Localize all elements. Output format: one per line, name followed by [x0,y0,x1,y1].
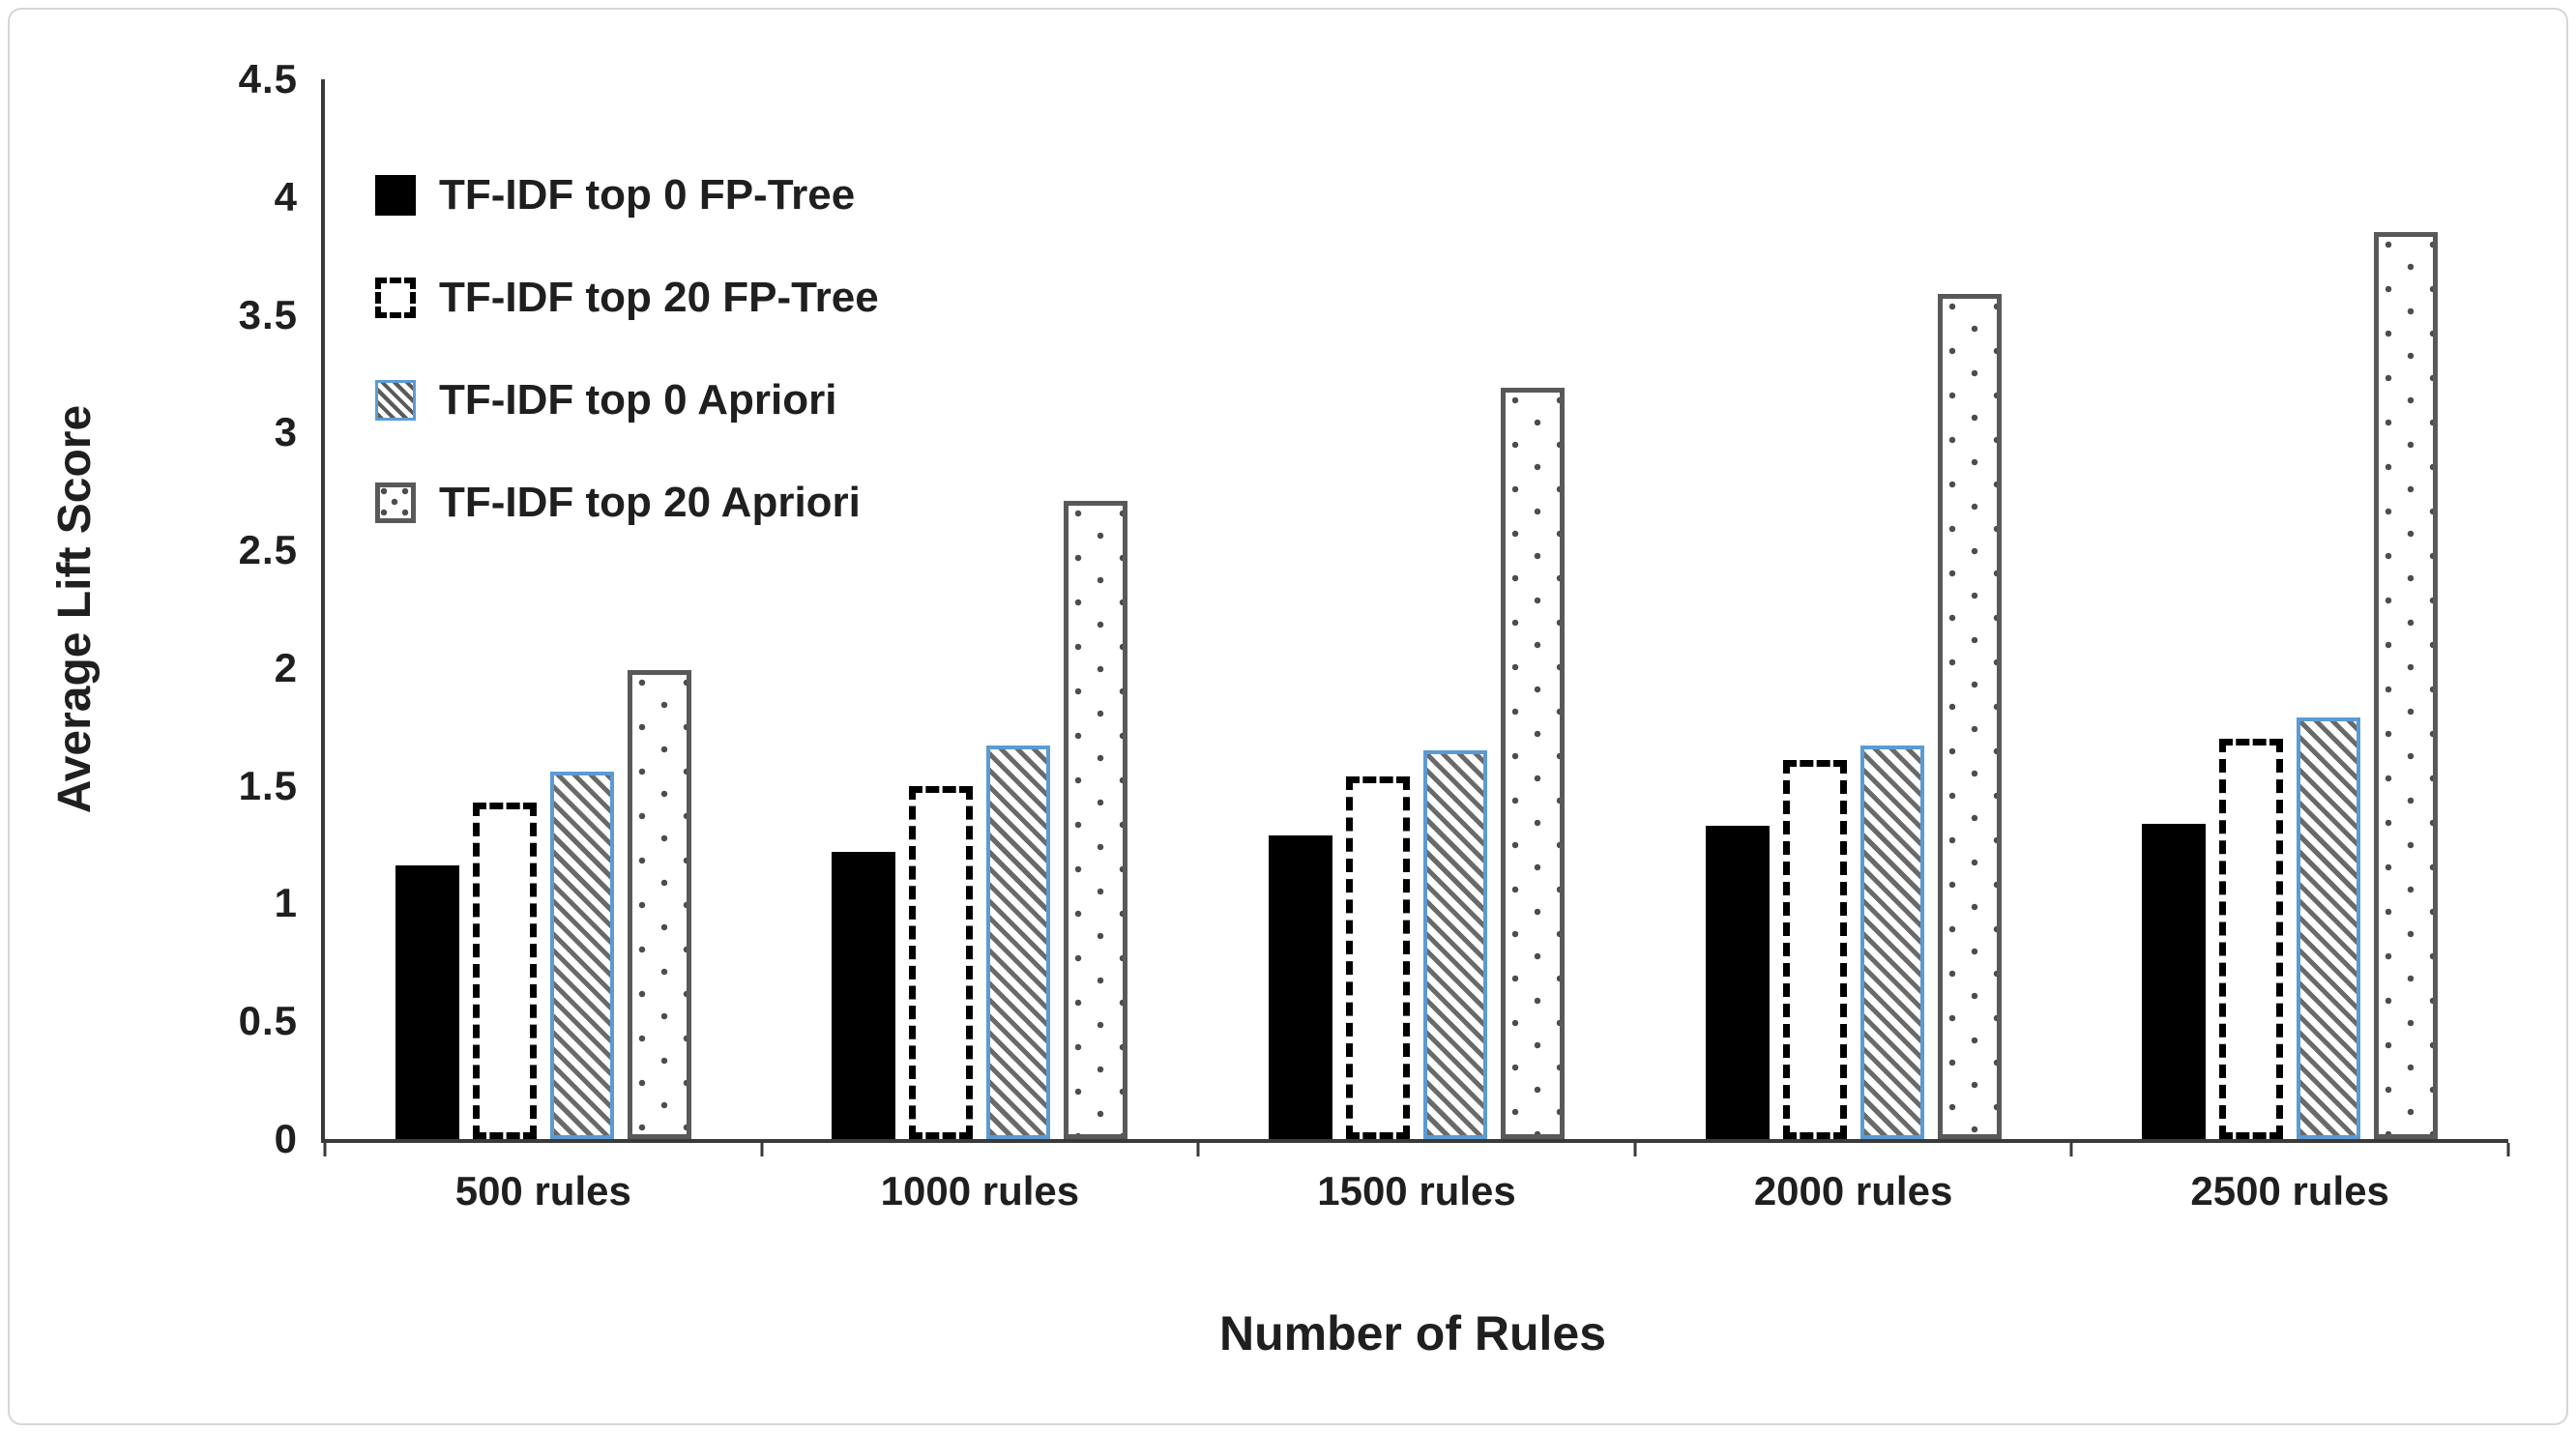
legend-item: TF-IDF top 0 Apriori [375,375,879,425]
category-label: 500 rules [454,1168,631,1214]
x-ticks [323,1139,2510,1156]
x-axis-title: Number of Rules [1218,1306,1607,1360]
bar-dashed-outline [2219,738,2284,1139]
bar-dashed-outline [472,802,537,1139]
y-tick-label: 4.5 [238,56,298,102]
diagonal-hatch-legend-marker-icon [375,380,416,421]
bar-diagonal-hatch [549,772,614,1139]
y-tick-label: 1.5 [238,762,298,808]
legend-item: TF-IDF top 20 Apriori [375,478,879,528]
bar-solid-black [395,865,459,1139]
bar-group [1635,293,2072,1139]
category-label: 2000 rules [1753,1168,1953,1214]
category-labels: 500 rules 1000 rules 1500 rules 2000 rules 2… [325,1168,2508,1214]
bar-dotted [1064,500,1128,1139]
y-tick-label: 0.5 [238,998,298,1044]
x-axis-tick [1196,1143,1200,1156]
x-axis-tick [2506,1143,2510,1156]
category-label: 1500 rules [1317,1168,1516,1214]
bar-group [1198,388,1635,1139]
bar-solid-black [2142,823,2207,1139]
bar-dotted [1937,293,2002,1139]
legend-label: TF-IDF top 0 FP-Tree [439,171,856,219]
x-axis-tick [1633,1143,1637,1156]
y-axis-title: Average Lift Score [49,404,101,814]
y-tick-label: 3.5 [238,291,298,337]
bar-group [325,670,762,1139]
plot-area: 0 0.5 1 1.5 2 2.5 3 3.5 4 4.5 500 rules 1000 rules… [239,56,2510,1214]
bar-diagonal-hatch [2297,717,2361,1139]
legend-item: TF-IDF top 0 FP-Tree [375,170,879,220]
y-tick-label: 1 [274,880,298,926]
x-axis-tick [2069,1143,2073,1156]
bar-solid-black [1268,834,1332,1139]
x-axis-tick [760,1143,764,1156]
bar-group [2071,232,2508,1139]
y-tick-labels: 0 0.5 1 1.5 2 2.5 3 3.5 4 4.5 [162,56,298,1161]
legend-item: TF-IDF top 20 FP-Tree [375,273,879,323]
x-axis-tick [323,1143,327,1156]
bar-group [762,500,1199,1139]
category-label: 1000 rules [880,1168,1080,1214]
bar-diagonal-hatch [986,746,1051,1139]
dotted-legend-marker-icon [375,483,416,523]
y-tick-label: 0 [274,1116,298,1161]
bar-dashed-outline [1782,759,1847,1139]
bar-dashed-outline [1345,775,1410,1139]
bar-dashed-outline [909,785,974,1139]
solid-black-legend-marker-icon [375,175,416,216]
bar-groups [325,79,2508,1139]
bar-diagonal-hatch [1859,746,1924,1139]
legend-label: TF-IDF top 0 Apriori [439,376,837,424]
bar-solid-black [832,851,896,1139]
bar-dotted [2374,232,2439,1139]
dashed-outline-legend-marker-icon [375,278,416,318]
legend: TF-IDF top 0 FP-Tree TF-IDF top 20 FP-Tre… [375,170,879,528]
y-tick-label: 2.5 [238,527,298,573]
bar-dotted [627,670,691,1139]
bar-solid-black [1705,826,1770,1139]
bar-dotted [1500,388,1565,1139]
y-tick-label: 2 [274,644,298,690]
y-tick-label: 3 [274,409,298,455]
legend-label: TF-IDF top 20 FP-Tree [439,274,879,321]
bar-diagonal-hatch [1422,750,1487,1139]
category-label: 2500 rules [2190,1168,2389,1214]
legend-label: TF-IDF top 20 Apriori [439,479,861,526]
y-tick-label: 4 [274,173,298,219]
